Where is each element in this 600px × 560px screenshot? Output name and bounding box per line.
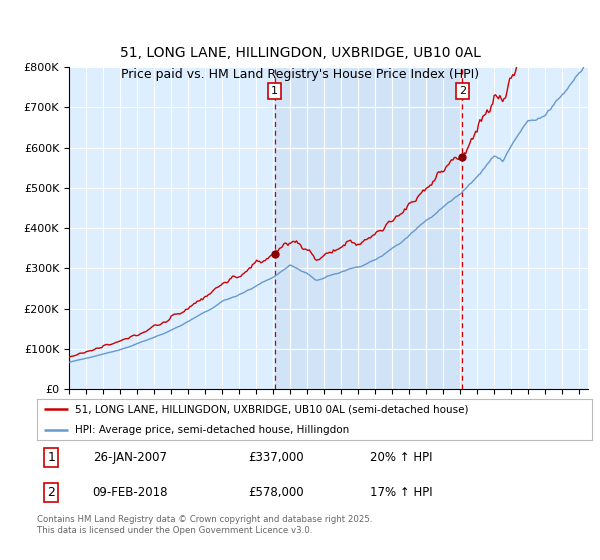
Text: £578,000: £578,000 (248, 486, 304, 500)
Text: HPI: Average price, semi-detached house, Hillingdon: HPI: Average price, semi-detached house,… (75, 424, 349, 435)
Text: 2: 2 (47, 486, 55, 500)
Text: 1: 1 (271, 86, 278, 96)
Text: 09-FEB-2018: 09-FEB-2018 (92, 486, 168, 500)
Text: 1: 1 (47, 451, 55, 464)
Text: Contains HM Land Registry data © Crown copyright and database right 2025.
This d: Contains HM Land Registry data © Crown c… (37, 515, 373, 535)
Text: 26-JAN-2007: 26-JAN-2007 (92, 451, 167, 464)
Text: 51, LONG LANE, HILLINGDON, UXBRIDGE, UB10 0AL (semi-detached house): 51, LONG LANE, HILLINGDON, UXBRIDGE, UB1… (75, 404, 469, 414)
Text: £337,000: £337,000 (248, 451, 304, 464)
Bar (275, 67, 463, 389)
Text: 2: 2 (459, 86, 466, 96)
Text: 17% ↑ HPI: 17% ↑ HPI (370, 486, 433, 500)
Text: 51, LONG LANE, HILLINGDON, UXBRIDGE, UB10 0AL: 51, LONG LANE, HILLINGDON, UXBRIDGE, UB1… (119, 46, 481, 60)
Text: 20% ↑ HPI: 20% ↑ HPI (370, 451, 433, 464)
Text: Price paid vs. HM Land Registry's House Price Index (HPI): Price paid vs. HM Land Registry's House … (121, 68, 479, 81)
